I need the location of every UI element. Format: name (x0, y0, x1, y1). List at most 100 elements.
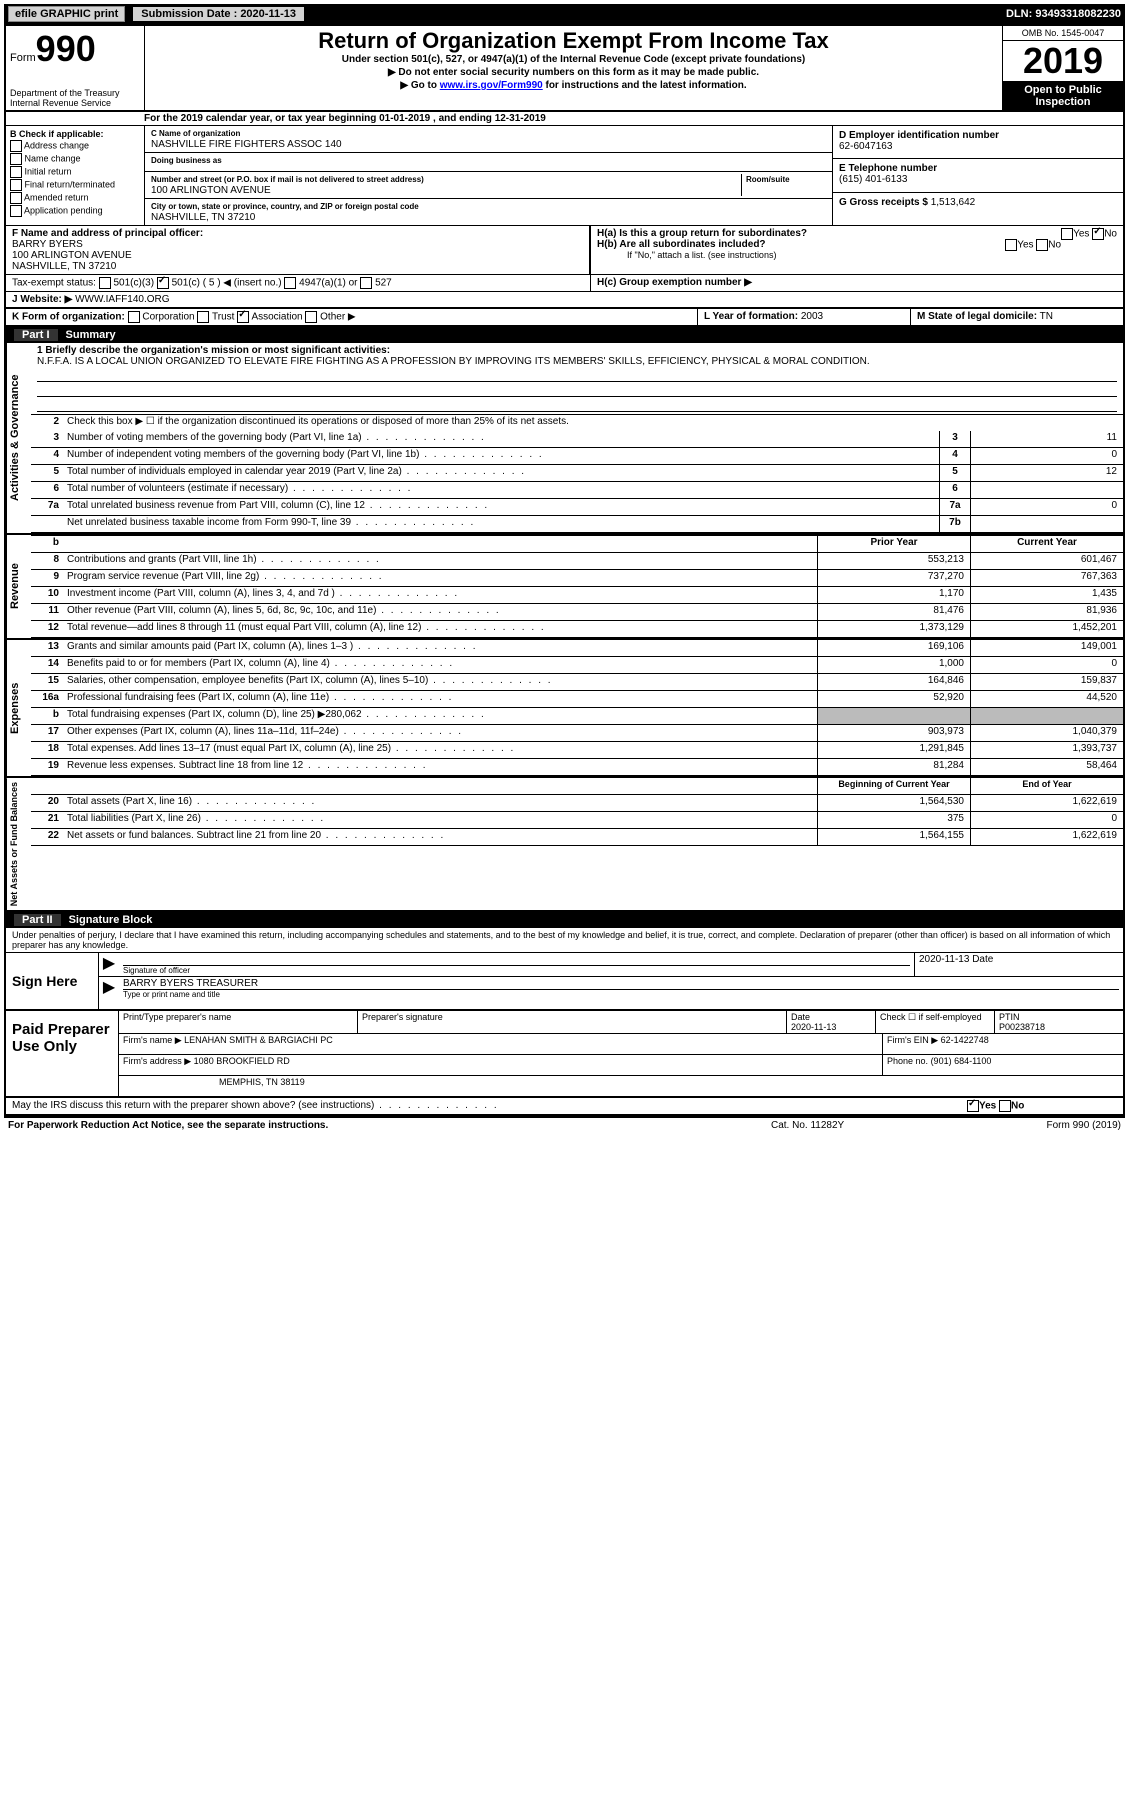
section-l-label: L Year of formation: (704, 311, 798, 322)
declaration-text: Under penalties of perjury, I declare th… (6, 928, 1123, 953)
self-emp[interactable]: Check ☐ if self-employed (876, 1011, 995, 1033)
ha-row: H(a) Is this a group return for subordin… (597, 228, 1117, 239)
part1-title: Summary (66, 329, 116, 341)
efile-button[interactable]: efile GRAPHIC print (8, 6, 125, 22)
firm-addr-label: Firm's address ▶ (123, 1056, 191, 1066)
netassets-section: Net Assets or Fund Balances Beginning of… (6, 778, 1123, 912)
prep-date: 2020-11-13 (791, 1022, 836, 1032)
table-row: 9Program service revenue (Part VIII, lin… (31, 570, 1123, 587)
opt-4947[interactable]: 4947(a)(1) or (299, 278, 357, 289)
begin-year-header: Beginning of Current Year (817, 778, 970, 794)
period-text: For the 2019 calendar year, or tax year … (140, 112, 1123, 125)
form-note2: ▶ Go to www.irs.gov/Form990 for instruct… (153, 80, 994, 91)
phone-value: (615) 401-6133 (839, 174, 1117, 185)
table-row: bTotal fundraising expenses (Part IX, co… (31, 708, 1123, 725)
irs-link[interactable]: www.irs.gov/Form990 (440, 80, 543, 91)
gross-label: G Gross receipts $ (839, 197, 928, 208)
opt-527[interactable]: 527 (375, 278, 392, 289)
opt-corp[interactable]: Corporation (142, 312, 194, 323)
opt-other[interactable]: Other ▶ (320, 312, 355, 323)
gross-value: 1,513,642 (931, 197, 976, 208)
firm-name-label: Firm's name ▶ (123, 1035, 182, 1045)
table-row: 19Revenue less expenses. Subtract line 1… (31, 759, 1123, 776)
tax-exempt-row: Tax-exempt status: 501(c)(3) 501(c) ( 5 … (6, 275, 1123, 292)
table-row: 14Benefits paid to or for members (Part … (31, 657, 1123, 674)
discuss-row: May the IRS discuss this return with the… (6, 1098, 1123, 1116)
dba-label: Doing business as (151, 156, 222, 165)
check-address[interactable]: Address change (10, 140, 140, 152)
table-row: 10Investment income (Part VIII, column (… (31, 587, 1123, 604)
hb-note: If "No," attach a list. (see instruction… (597, 250, 1117, 260)
form-number: 990 (36, 28, 96, 69)
firm-name: LENAHAN SMITH & BARGIACHI PC (184, 1035, 333, 1045)
street-value: 100 ARLINGTON AVENUE (151, 185, 271, 196)
arrow-icon: ▶ (99, 977, 119, 1000)
discuss-no[interactable] (999, 1100, 1011, 1112)
footer-left: For Paperwork Reduction Act Notice, see … (8, 1120, 771, 1131)
sig-label: Signature of officer (123, 965, 910, 975)
website-label: J Website: ▶ (12, 294, 72, 305)
section-c: C Name of organization NASHVILLE FIRE FI… (145, 126, 832, 225)
name-title-label: Type or print name and title (123, 989, 1119, 999)
part2-num: Part II (14, 914, 61, 926)
firm-ein-label: Firm's EIN ▶ (887, 1035, 938, 1045)
table-row: 3Number of voting members of the governi… (31, 431, 1123, 448)
opt-501c3[interactable]: 501(c)(3) (113, 278, 154, 289)
footer: For Paperwork Reduction Act Notice, see … (4, 1118, 1125, 1133)
print-name-label: Print/Type preparer's name (119, 1011, 358, 1033)
expenses-label: Expenses (6, 640, 31, 776)
preparer-label: Paid Preparer Use Only (6, 1011, 119, 1096)
check-pending[interactable]: Application pending (10, 205, 140, 217)
check-amended[interactable]: Amended return (10, 192, 140, 204)
city-label: City or town, state or province, country… (151, 202, 419, 211)
sign-here-section: Sign Here ▶ Signature of officer 2020-11… (6, 953, 1123, 1011)
submission-date: Submission Date : 2020-11-13 (133, 7, 304, 21)
discuss-text: May the IRS discuss this return with the… (6, 1098, 961, 1114)
open-public-label: Open to Public Inspection (1003, 82, 1123, 110)
check-initial[interactable]: Initial return (10, 166, 140, 178)
table-row: 21Total liabilities (Part X, line 26)375… (31, 812, 1123, 829)
officer-name: BARRY BYERS (12, 239, 583, 250)
firm-addr2: MEMPHIS, TN 38119 (119, 1076, 1123, 1096)
governance-section: Activities & Governance 1 Briefly descri… (6, 343, 1123, 535)
city-value: NASHVILLE, TN 37210 (151, 212, 255, 223)
part1-header: Part I Summary (6, 327, 1123, 343)
form-subtitle: Under section 501(c), 527, or 4947(a)(1)… (153, 54, 994, 65)
ptin-label: PTIN (999, 1012, 1020, 1022)
table-row: 12Total revenue—add lines 8 through 11 (… (31, 621, 1123, 638)
state-domicile: TN (1040, 311, 1053, 322)
section-b: B Check if applicable: Address change Na… (6, 126, 145, 225)
check-final[interactable]: Final return/terminated (10, 179, 140, 191)
header-bar: efile GRAPHIC print Submission Date : 20… (4, 4, 1125, 24)
prep-phone-label: Phone no. (887, 1056, 928, 1066)
opt-501c[interactable]: 501(c) ( 5 ) ◀ (insert no.) (172, 278, 282, 289)
org-info-grid: B Check if applicable: Address change Na… (6, 126, 1123, 226)
table-row: 16aProfessional fundraising fees (Part I… (31, 691, 1123, 708)
mission-box: 1 Briefly describe the organization's mi… (31, 343, 1123, 415)
section-k-label: K Form of organization: (12, 312, 125, 323)
form-number-box: Form990 Department of the Treasury Inter… (6, 26, 145, 110)
netassets-label: Net Assets or Fund Balances (6, 778, 31, 910)
hc-label: H(c) Group exemption number ▶ (597, 277, 752, 288)
opt-assoc[interactable]: Association (251, 312, 302, 323)
org-form-row: K Form of organization: Corporation Trus… (6, 309, 1123, 327)
table-row: 5Total number of individuals employed in… (31, 465, 1123, 482)
ein-label: D Employer identification number (839, 130, 1117, 141)
street-label: Number and street (or P.O. box if mail i… (151, 175, 424, 184)
discuss-yes[interactable] (967, 1100, 979, 1112)
table-row: 18Total expenses. Add lines 13–17 (must … (31, 742, 1123, 759)
arrow-icon: ▶ (99, 953, 119, 976)
opt-trust[interactable]: Trust (212, 312, 234, 323)
phone-label: E Telephone number (839, 163, 1117, 174)
table-row: 20Total assets (Part X, line 16)1,564,53… (31, 795, 1123, 812)
current-year-header: Current Year (970, 536, 1123, 552)
section-a-label (6, 112, 140, 125)
prior-year-header: Prior Year (817, 536, 970, 552)
officer-row: F Name and address of principal officer:… (6, 226, 1123, 275)
website-value: WWW.IAFF140.ORG (75, 294, 169, 305)
officer-label: F Name and address of principal officer: (12, 228, 583, 239)
website-row: J Website: ▶ WWW.IAFF140.ORG (6, 292, 1123, 309)
room-label: Room/suite (746, 175, 790, 184)
part1-num: Part I (14, 329, 58, 341)
check-name[interactable]: Name change (10, 153, 140, 165)
